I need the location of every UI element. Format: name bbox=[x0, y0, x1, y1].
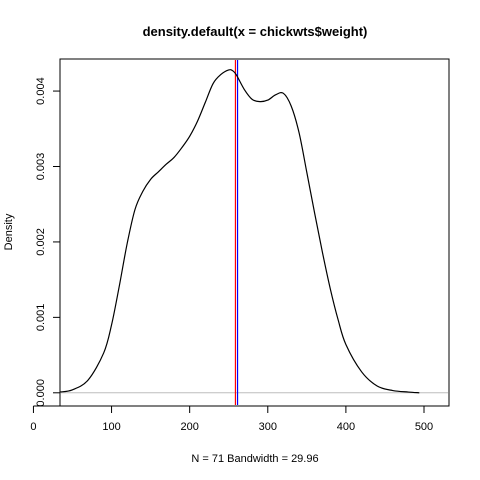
x-axis: 0 100 200 300 400 500 bbox=[30, 405, 433, 433]
plot-area-border bbox=[59, 58, 450, 407]
chart-title: density.default(x = chickwts$weight) bbox=[143, 24, 368, 39]
x-tick-label: 200 bbox=[180, 421, 198, 433]
x-axis-label: N = 71 Bandwidth = 29.96 bbox=[191, 453, 318, 465]
x-tick-label: 500 bbox=[415, 421, 433, 433]
x-tick-label: 0 bbox=[30, 421, 36, 433]
y-axis-label: Density bbox=[3, 213, 15, 250]
density-curve bbox=[59, 69, 420, 394]
x-tick-label: 100 bbox=[102, 421, 120, 433]
y-tick-label: 0.001 bbox=[35, 304, 47, 332]
y-tick-label: 0.002 bbox=[35, 228, 47, 256]
y-axis: 0.000 0.001 0.002 0.003 0.004 bbox=[35, 77, 61, 407]
y-tick-label: 0.004 bbox=[35, 77, 47, 105]
y-tick-label: 0.003 bbox=[35, 153, 47, 181]
reference-lines bbox=[61, 60, 448, 405]
density-series bbox=[59, 69, 420, 394]
y-tick-label: 0.000 bbox=[35, 379, 47, 407]
x-tick-label: 300 bbox=[259, 421, 277, 433]
x-tick-label: 400 bbox=[337, 421, 355, 433]
